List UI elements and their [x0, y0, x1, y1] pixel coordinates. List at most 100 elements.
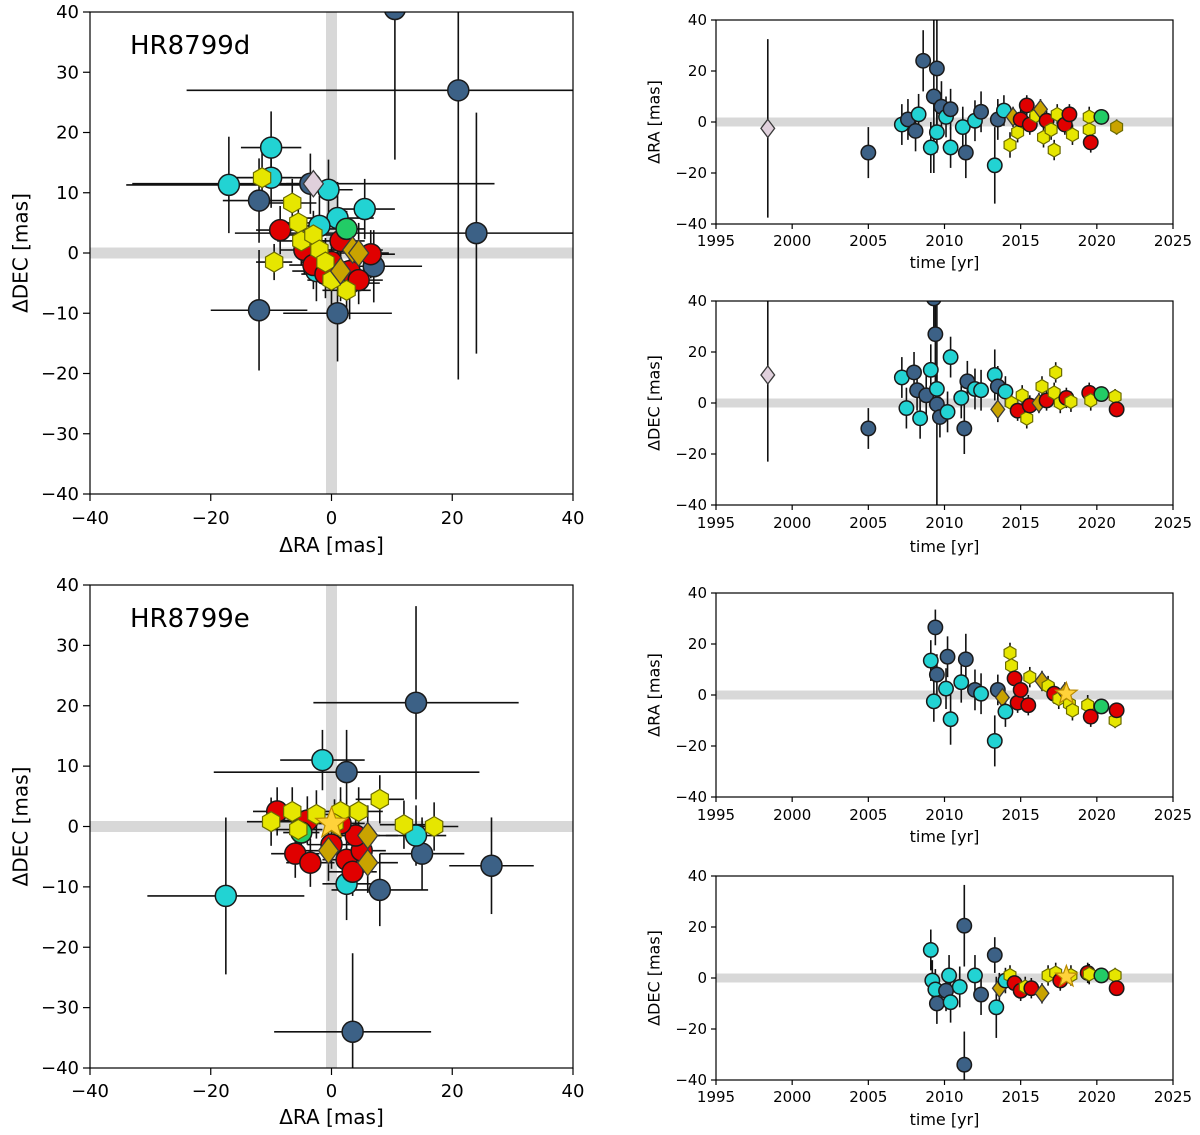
data-point-circle	[951, 978, 968, 995]
data-point-circle	[973, 382, 990, 399]
x-tick-label: 2015	[1002, 514, 1040, 532]
data-point-diamond	[990, 399, 1006, 420]
data-point-circle	[942, 711, 959, 728]
x-tick-label: 2025	[1154, 232, 1192, 250]
y-tick-label: 20	[688, 918, 707, 936]
x-tick-label: −20	[192, 1081, 230, 1102]
data-point-hex	[1003, 645, 1017, 661]
data-point-hex	[1064, 394, 1078, 410]
data-point-circle	[1018, 97, 1035, 114]
x-tick-label: −20	[192, 508, 230, 529]
y-tick-label: 40	[688, 867, 707, 885]
x-tick-label: 0	[326, 508, 337, 529]
x-tick-label: 2010	[925, 806, 963, 824]
panel-hr8799e-dec-time: 1995 2000 2005 2010 2015 2020 2025 −40 −20 0 20 40 t…	[645, 867, 1193, 1129]
panel-hr8799e-sky: −40 −20 0 20 40 −40 −30 −20 −10 0 10 20 30 40 ΔRA [mas…	[9, 575, 585, 1129]
x-tick-label: 2000	[773, 514, 811, 532]
y-tick-label: 40	[688, 584, 707, 602]
data-point-circle	[997, 383, 1014, 400]
y-tick-label: 40	[56, 575, 79, 596]
data-point-hex	[1011, 124, 1025, 140]
x-axis-title: time [yr]	[910, 1110, 980, 1129]
data-point-circle	[953, 674, 970, 691]
y-tick-label: 0	[697, 969, 707, 987]
x-tick-label: 2010	[925, 232, 963, 250]
data-point-hex	[394, 814, 414, 836]
data-point-diamond	[329, 256, 352, 286]
data-point-circle	[1082, 708, 1099, 725]
data-point-diamond	[356, 848, 379, 877]
x-tick-label: 2025	[1154, 514, 1192, 532]
data-point-circle	[953, 389, 970, 406]
y-axis-title: ΔDEC [mas]	[9, 193, 33, 313]
y-axis-title: ΔRA [mas]	[645, 80, 664, 164]
y-tick-label: −40	[675, 1071, 707, 1089]
data-point-circle	[1093, 967, 1110, 984]
x-tick-label: 2005	[849, 806, 887, 824]
data-point-hex	[1020, 410, 1034, 426]
x-tick-label: 1995	[697, 232, 735, 250]
y-tick-label: −20	[675, 737, 707, 755]
y-tick-label: 20	[688, 343, 707, 361]
data-point-circle	[907, 122, 924, 139]
y-tick-label: 0	[697, 686, 707, 704]
data-point-circle	[311, 748, 334, 772]
data-point-star	[314, 805, 349, 839]
data-point-hex	[1082, 966, 1096, 982]
data-point-hex	[1047, 142, 1061, 158]
data-point-hex	[349, 800, 368, 823]
data-point-circle	[986, 947, 1003, 963]
y-tick-label: −40	[41, 484, 79, 505]
y-axis-title: ΔRA [mas]	[645, 653, 664, 737]
data-point-circle	[927, 619, 944, 636]
data-point-circle	[942, 101, 959, 118]
data-point-hex	[316, 251, 335, 273]
y-tick-label: −10	[41, 303, 79, 324]
data-point-hex	[1049, 364, 1063, 380]
data-point-circle	[922, 139, 939, 156]
data-point-circle	[268, 218, 292, 242]
data-point-hex	[1044, 122, 1058, 138]
y-tick-label: 40	[56, 2, 79, 23]
data-point-hex	[1015, 387, 1029, 403]
data-point-circle	[956, 1056, 973, 1073]
data-point-circle	[368, 878, 392, 902]
y-tick-label: −20	[675, 445, 707, 463]
y-tick-label: 20	[56, 123, 79, 144]
data-point-circle	[1108, 401, 1125, 418]
data-point-circle	[898, 400, 915, 417]
plot-content	[716, 301, 1173, 505]
panel-title: HR8799d	[130, 31, 250, 61]
data-point-hex	[1004, 658, 1019, 674]
x-tick-label: 1995	[697, 1088, 735, 1106]
data-point-circle	[956, 420, 973, 437]
data-point-circle	[973, 986, 990, 1003]
data-point-circle	[480, 854, 503, 877]
data-point-circle	[1082, 134, 1099, 151]
data-point-circle	[957, 651, 974, 668]
x-tick-label: 1995	[697, 514, 735, 532]
x-tick-label: 2000	[773, 232, 811, 250]
plot-content	[90, 12, 573, 494]
y-tick-label: 20	[688, 62, 707, 80]
data-point-circle	[957, 144, 974, 161]
data-point-circle	[335, 217, 358, 241]
y-tick-label: 0	[697, 394, 707, 412]
data-point-hex	[1108, 967, 1122, 983]
y-tick-label: −40	[675, 788, 707, 806]
plot-content	[90, 585, 573, 1068]
y-axis-title: ΔDEC [mas]	[645, 355, 664, 451]
y-axis-title: ΔDEC [mas]	[645, 930, 664, 1026]
data-point-circle	[912, 410, 929, 427]
data-point-circle	[997, 703, 1014, 720]
x-tick-label: 40	[562, 1081, 585, 1102]
data-point-hex	[1082, 122, 1096, 138]
data-point-star	[1053, 963, 1079, 988]
y-tick-label: −20	[675, 1020, 707, 1038]
x-axis-title: time [yr]	[910, 253, 980, 272]
x-tick-label: 2000	[773, 1088, 811, 1106]
x-tick-label: 2020	[1078, 514, 1116, 532]
data-point-circle	[939, 648, 956, 665]
data-point-circle	[404, 691, 428, 714]
